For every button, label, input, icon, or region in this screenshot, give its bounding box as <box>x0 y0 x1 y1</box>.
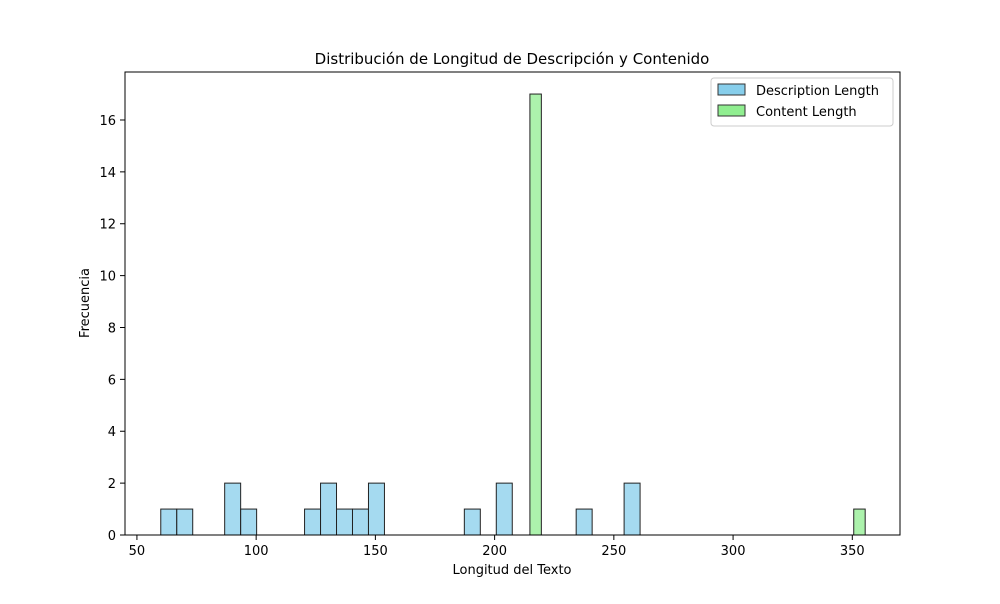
description-length-bar <box>160 508 178 536</box>
y-axis-label: Frecuencia <box>78 268 93 338</box>
y-tick-label: 6 <box>108 373 116 388</box>
legend-label-content: Content Length <box>756 105 857 120</box>
y-tick-label: 4 <box>108 425 116 440</box>
x-tick-label: 250 <box>601 544 626 559</box>
y-tick-label: 12 <box>99 218 116 233</box>
chart-title: Distribución de Longitud de Descripción … <box>315 50 710 68</box>
description-length-bar <box>623 482 641 536</box>
y-tick-label: 2 <box>108 477 116 492</box>
legend-frame <box>710 77 894 127</box>
legend-label-description: Description Length <box>756 84 879 99</box>
description-length-bar <box>224 482 242 536</box>
description-length-bar <box>367 482 385 536</box>
x-tick-label: 350 <box>840 544 865 559</box>
description-length-bar <box>495 482 513 536</box>
x-tick-label: 300 <box>721 544 746 559</box>
y-tick-label: 8 <box>108 321 116 336</box>
description-length-bar <box>336 508 353 536</box>
plot-frame <box>124 71 901 536</box>
x-axis-label: Longitud del Texto <box>452 563 571 578</box>
bars-group <box>160 93 866 536</box>
legend: Description Length Content Length <box>710 77 894 127</box>
x-tick-label: 150 <box>363 544 388 559</box>
y-tick-label: 10 <box>99 270 116 285</box>
description-length-bar <box>304 508 322 536</box>
x-tick-label: 200 <box>482 544 507 559</box>
content-length-bar <box>529 93 542 536</box>
x-tick-label: 50 <box>129 544 146 559</box>
y-axis-ticks: 0 2 4 6 8 10 12 14 16 <box>99 114 125 544</box>
x-axis-ticks: 50 100 150 200 250 300 350 <box>129 535 865 559</box>
description-length-bar <box>176 508 194 536</box>
y-tick-label: 14 <box>99 166 116 181</box>
description-length-bar <box>240 508 258 536</box>
y-tick-label: 16 <box>99 114 116 129</box>
description-length-bar <box>575 508 593 536</box>
legend-swatch-description <box>717 83 746 96</box>
y-tick-label: 0 <box>108 529 116 544</box>
x-tick-label: 100 <box>244 544 269 559</box>
description-length-bar <box>351 508 369 536</box>
description-length-bar <box>320 482 338 536</box>
content-length-bar <box>853 508 866 536</box>
description-length-bar <box>463 508 481 536</box>
legend-swatch-content <box>717 104 746 117</box>
